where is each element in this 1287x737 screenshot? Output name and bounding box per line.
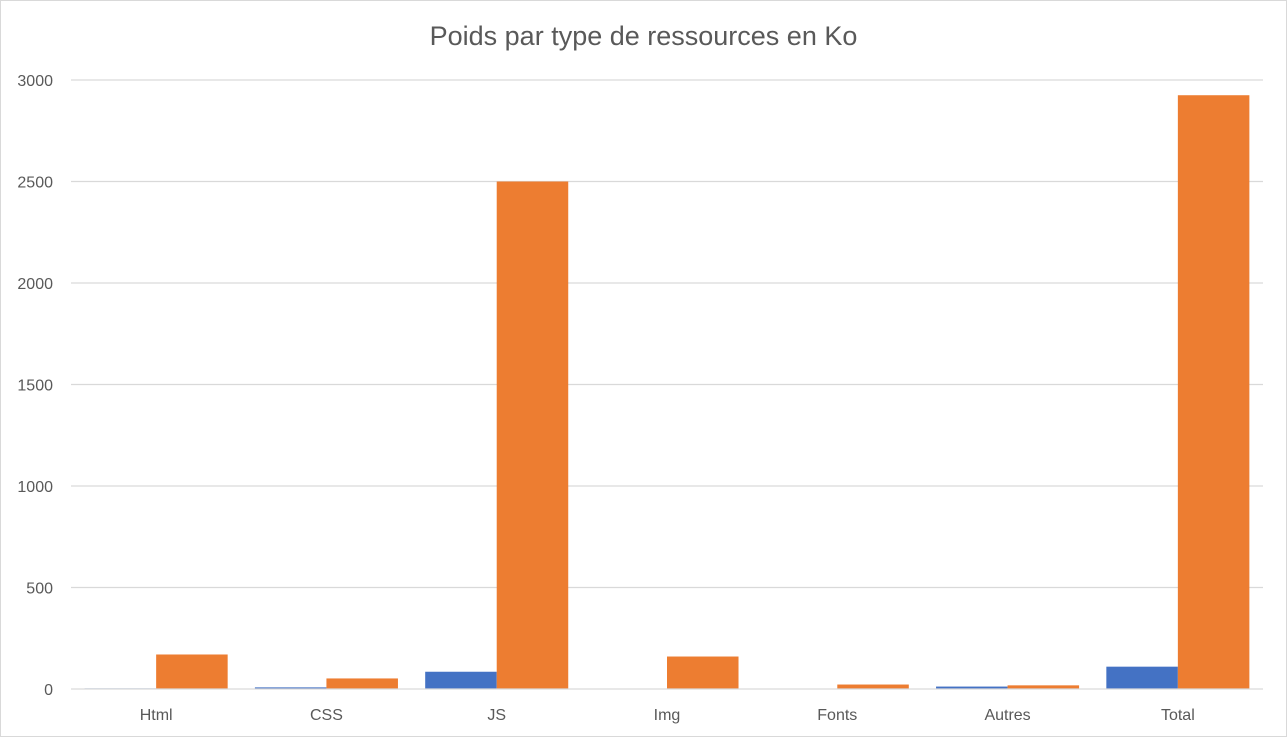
y-tick-label: 0 xyxy=(44,682,53,699)
y-tick-label: 3000 xyxy=(17,73,53,90)
bar xyxy=(1106,666,1178,689)
chart-title: Poids par type de ressources en Ko xyxy=(429,21,858,51)
gridlines xyxy=(71,79,1263,589)
bars xyxy=(84,95,1250,690)
bar xyxy=(496,181,569,689)
bar xyxy=(326,678,398,689)
x-tick-label: JS xyxy=(487,707,506,724)
x-tick-label: Total xyxy=(1161,707,1195,724)
x-tick-label: Img xyxy=(654,707,681,724)
bar xyxy=(156,654,228,689)
bar xyxy=(667,656,739,689)
y-tick-label: 2500 xyxy=(17,175,53,192)
bar xyxy=(936,686,1008,689)
x-axis-ticks: Html CSS JS Img Fonts Autres Total xyxy=(140,707,1195,724)
y-tick-label: 1500 xyxy=(17,378,53,395)
x-tick-label: CSS xyxy=(310,707,343,724)
bar xyxy=(1177,95,1250,690)
x-tick-label: Autres xyxy=(984,707,1030,724)
y-tick-label: 500 xyxy=(26,581,53,598)
bar xyxy=(425,671,497,689)
bar xyxy=(837,684,909,689)
x-tick-label: Fonts xyxy=(817,707,857,724)
bar xyxy=(1007,685,1080,689)
y-tick-label: 1000 xyxy=(17,479,53,496)
x-tick-label: Html xyxy=(140,707,173,724)
bar xyxy=(254,687,327,689)
y-axis-ticks: 0 500 1000 1500 2000 2500 3000 xyxy=(17,73,53,699)
y-tick-label: 2000 xyxy=(17,276,53,293)
